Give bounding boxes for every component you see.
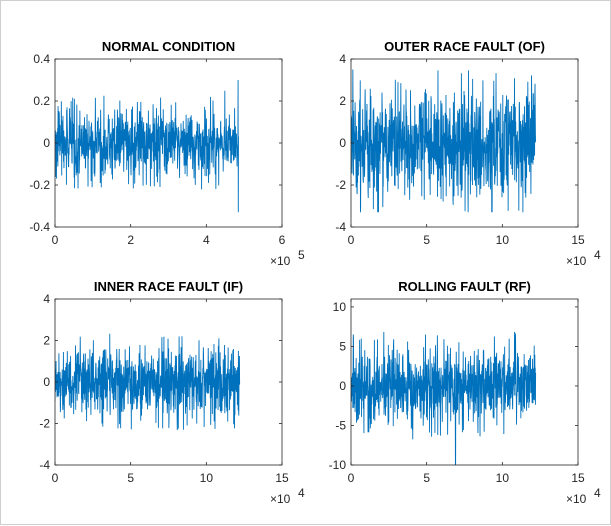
y-tick-label: 2 bbox=[339, 94, 346, 108]
subplot-normal-condition: 0 2 4 6 -0.4 -0.2 0 0.2 0.4 NORMAL CONDITION ×10 5 bbox=[29, 39, 305, 268]
x-tick-label: 15 bbox=[571, 233, 585, 247]
signal-series-outer-race-fault bbox=[351, 69, 537, 213]
y-tick-label: -4 bbox=[335, 220, 346, 234]
x-exponent-label: ×10 bbox=[566, 254, 587, 268]
x-tick-label: 15 bbox=[571, 471, 585, 485]
x-tick-label: 0 bbox=[348, 471, 355, 485]
subplot-inner-race-fault: 0 5 10 15 -4 -2 0 2 4 INNER RACE FAULT (IF) ×10 4 bbox=[39, 279, 305, 506]
x-exponent-label: ×10 bbox=[270, 492, 291, 506]
y-tick-label: 10 bbox=[333, 300, 347, 314]
x-tick-label: 0 bbox=[52, 471, 59, 485]
y-tick-label: -5 bbox=[335, 418, 346, 432]
x-tick-label: 5 bbox=[423, 233, 430, 247]
x-tick-label: 5 bbox=[423, 471, 430, 485]
x-tick-label: 0 bbox=[348, 233, 355, 247]
x-exponent-power: 5 bbox=[298, 248, 305, 262]
y-tick-label: 0 bbox=[339, 136, 346, 150]
x-tick-label: 10 bbox=[496, 471, 510, 485]
subplot-outer-race-fault: 0 5 10 15 -4 -2 0 2 4 OUTER RACE FAULT (OF) ×10 4 bbox=[335, 39, 601, 268]
y-tick-label: 0 bbox=[43, 375, 50, 389]
y-tick-label: 0 bbox=[339, 379, 346, 393]
y-tick-label: 0 bbox=[43, 136, 50, 150]
y-tick-label: -2 bbox=[335, 178, 346, 192]
y-tick-label: 0.2 bbox=[33, 94, 50, 108]
y-tick-label: 4 bbox=[43, 292, 50, 306]
y-tick-label: -4 bbox=[39, 458, 50, 472]
x-tick-label: 5 bbox=[127, 471, 134, 485]
x-tick-label: 15 bbox=[275, 471, 289, 485]
x-exponent-label: ×10 bbox=[270, 254, 291, 268]
subplot-title: OUTER RACE FAULT (OF) bbox=[384, 39, 545, 54]
x-tick-label: 0 bbox=[52, 233, 59, 247]
subplot-title: INNER RACE FAULT (IF) bbox=[94, 279, 243, 294]
x-tick-label: 4 bbox=[203, 233, 210, 247]
signal-series-normal-condition bbox=[55, 79, 239, 213]
y-tick-label: 5 bbox=[339, 339, 346, 353]
x-tick-label: 2 bbox=[127, 233, 134, 247]
subplot-title: NORMAL CONDITION bbox=[102, 39, 235, 54]
x-tick-label: 10 bbox=[200, 471, 214, 485]
x-exponent-label: ×10 bbox=[566, 492, 587, 506]
y-tick-label: 0.4 bbox=[33, 52, 50, 66]
y-tick-label: -2 bbox=[39, 417, 50, 431]
y-tick-label: -0.4 bbox=[29, 220, 50, 234]
subplot-title: ROLLING FAULT (RF) bbox=[398, 279, 531, 294]
y-tick-label: -0.2 bbox=[29, 178, 50, 192]
y-tick-label: 4 bbox=[339, 52, 346, 66]
x-exponent-power: 4 bbox=[594, 486, 601, 500]
y-tick-label: -10 bbox=[329, 458, 347, 472]
x-exponent-power: 4 bbox=[298, 486, 305, 500]
y-tick-label: 2 bbox=[43, 334, 50, 348]
x-tick-label: 10 bbox=[496, 233, 510, 247]
signal-series-inner-race-fault bbox=[55, 333, 241, 430]
x-exponent-power: 4 bbox=[594, 248, 601, 262]
axes-box-rolling-fault bbox=[350, 298, 579, 466]
subplot-rolling-fault: 0 5 10 15 -10 -5 0 5 10 ROLLING FAULT (RF) ×10 4 bbox=[329, 279, 601, 506]
x-tick-label: 6 bbox=[279, 233, 286, 247]
signal-series-rolling-fault bbox=[351, 331, 537, 465]
